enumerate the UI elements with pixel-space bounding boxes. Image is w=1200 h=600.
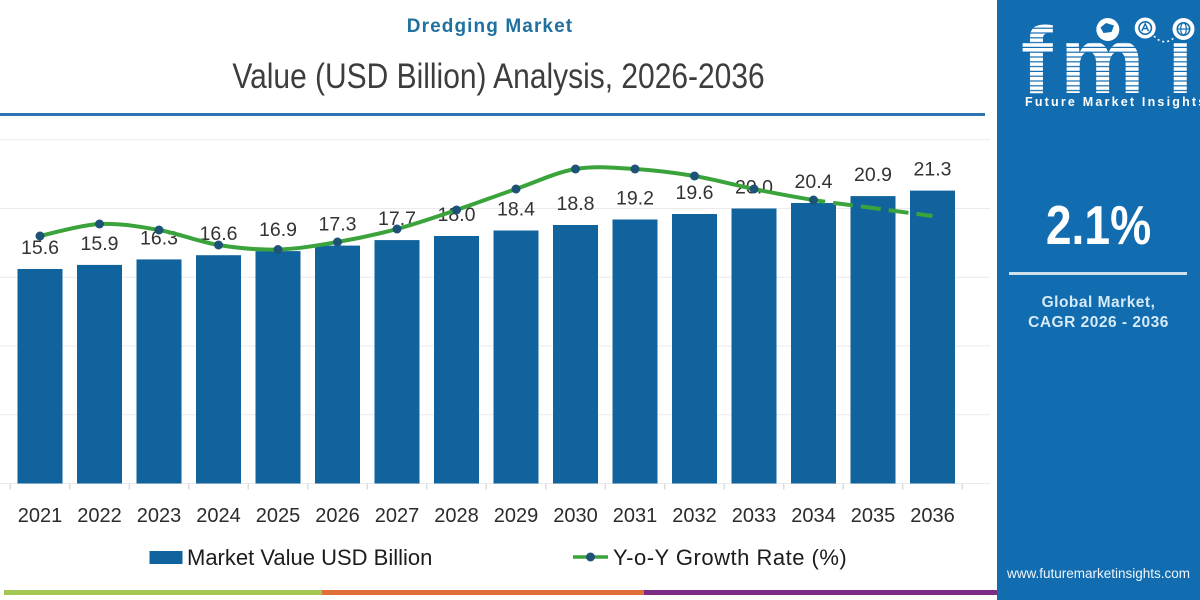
svg-text:2024: 2024 <box>196 505 241 527</box>
svg-text:f: f <box>1021 8 1053 114</box>
svg-text:2022: 2022 <box>77 505 122 527</box>
svg-text:Y-o-Y Growth Rate (%): Y-o-Y Growth Rate (%) <box>613 545 847 570</box>
svg-text:16.6: 16.6 <box>200 223 238 245</box>
svg-text:18.8: 18.8 <box>557 193 595 215</box>
svg-text:Future Market Insights: Future Market Insights <box>1025 95 1200 109</box>
svg-text:20.9: 20.9 <box>854 164 892 186</box>
svg-text:18.0: 18.0 <box>438 204 476 226</box>
svg-text:19.2: 19.2 <box>616 188 654 210</box>
svg-text:2035: 2035 <box>851 505 896 527</box>
svg-text:17.3: 17.3 <box>319 214 357 236</box>
svg-text:2030: 2030 <box>553 505 598 527</box>
svg-text:2034: 2034 <box>791 505 836 527</box>
svg-text:2033: 2033 <box>732 505 777 527</box>
svg-text:2025: 2025 <box>256 505 301 527</box>
svg-text:16.9: 16.9 <box>259 219 297 241</box>
svg-text:15.9: 15.9 <box>81 233 119 255</box>
svg-text:15.6: 15.6 <box>21 237 59 259</box>
svg-text:2029: 2029 <box>494 505 539 527</box>
svg-text:19.6: 19.6 <box>676 182 714 204</box>
svg-text:21.3: 21.3 <box>914 159 952 181</box>
svg-text:2028: 2028 <box>434 505 479 527</box>
svg-text:Market Value USD Billion: Market Value USD Billion <box>187 545 432 570</box>
svg-text:2036: 2036 <box>910 505 955 527</box>
svg-text:2027: 2027 <box>375 505 420 527</box>
svg-text:20.4: 20.4 <box>795 171 833 193</box>
svg-text:2031: 2031 <box>613 505 658 527</box>
svg-text:2032: 2032 <box>672 505 717 527</box>
svg-text:18.4: 18.4 <box>497 199 535 221</box>
svg-text:2021: 2021 <box>18 505 63 527</box>
svg-text:2026: 2026 <box>315 505 360 527</box>
svg-text:2023: 2023 <box>137 505 182 527</box>
